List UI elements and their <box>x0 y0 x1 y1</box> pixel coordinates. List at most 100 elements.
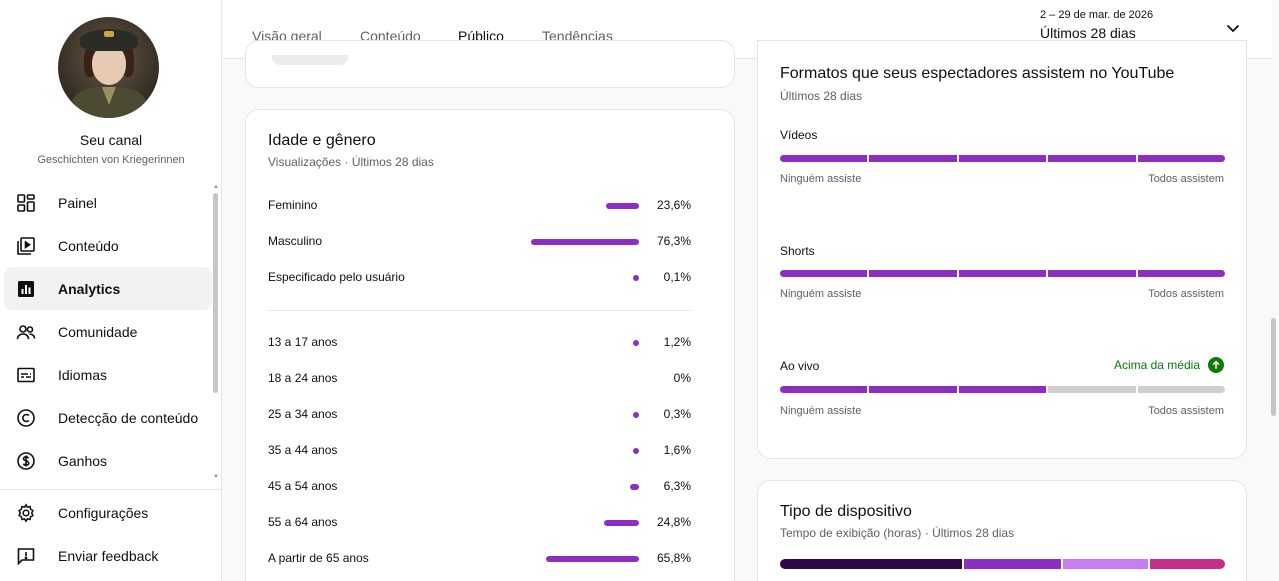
device-bar-segment[interactable] <box>1150 559 1225 569</box>
dollar-icon <box>15 450 37 472</box>
row-percent: 0% <box>673 371 691 385</box>
formats-title: Formatos que seus espectadores assistem … <box>780 65 1175 82</box>
channel-subtitle: Geschichten von Kriegerinnen <box>37 154 185 166</box>
above-average-text: Acima da média <box>1113 358 1200 372</box>
arrow-up-icon <box>1208 357 1224 373</box>
format-label-ao-vivo: Ao vivo <box>780 359 820 373</box>
sidebar-item-analytics[interactable]: Analytics <box>4 267 212 310</box>
row-percent: 1,2% <box>663 335 691 349</box>
device-type-title: Tipo de dispositivo <box>780 503 912 520</box>
row-percent: 6,3% <box>663 479 691 493</box>
format-min-label: Ninguém assiste <box>780 405 862 417</box>
format-bar-segment <box>780 155 868 162</box>
device-type-bar <box>780 559 1225 569</box>
row-bar <box>546 556 639 562</box>
feedback-icon <box>15 545 37 567</box>
sidebar-item-label: Idiomas <box>58 366 108 383</box>
row-label: 35 a 44 anos <box>268 443 338 457</box>
distribution-row: 25 a 34 anos 0,3% <box>268 405 691 425</box>
format-bar-segment <box>958 386 1047 393</box>
distribution-row: 55 a 64 anos 24,8% <box>268 513 691 533</box>
sidebar-item-label: Ganhos <box>58 452 108 469</box>
format-bar-shorts <box>780 270 1226 277</box>
sidebar-item-comunidade[interactable]: Comunidade <box>4 310 212 353</box>
format-bar-segment <box>1137 270 1226 277</box>
row-percent: 65,8% <box>656 551 691 565</box>
sidebar-nav: Painel Conteúdo Analytics Comunidade Idi… <box>4 181 212 482</box>
row-bar <box>531 239 639 245</box>
above-average-badge: Acima da média <box>1114 357 1224 373</box>
page-scrollbar-thumb[interactable] <box>1271 318 1276 416</box>
channel-title: Seu canal <box>79 132 143 148</box>
format-bar-ao-vivo <box>780 386 1226 393</box>
row-label: 55 a 64 anos <box>268 515 338 529</box>
age-gender-card: Idade e gênero Visualizações · Últimos 2… <box>245 109 735 581</box>
device-bar-segment[interactable] <box>964 559 1061 569</box>
device-type-subtitle: Tempo de exibição (horas) · Últimos 28 d… <box>780 526 1015 540</box>
format-max-label: Todos assistem <box>1148 405 1224 417</box>
format-bar-segment <box>869 155 957 162</box>
row-bar <box>633 448 639 454</box>
sidebar-item-label: Detecção de conteúdo <box>58 409 199 426</box>
sidebar-scroll-up-icon[interactable]: ▲ <box>213 184 219 190</box>
content-icon <box>15 235 37 257</box>
chevron-down-icon[interactable] <box>1223 18 1243 38</box>
sidebar-item-conteudo[interactable]: Conteúdo <box>4 224 212 267</box>
format-max-label: Todos assistem <box>1148 173 1224 185</box>
row-percent: 76,3% <box>656 234 691 248</box>
format-max-label: Todos assistem <box>1148 288 1224 300</box>
row-label: 45 a 54 anos <box>268 479 338 493</box>
copyright-icon <box>15 407 37 429</box>
sidebar-item-label: Painel <box>58 194 97 211</box>
format-min-label: Ninguém assiste <box>780 288 862 300</box>
row-bar <box>630 484 639 490</box>
format-bar-segment <box>869 386 957 393</box>
distribution-row: Masculino 76,3% <box>268 232 691 252</box>
sidebar-item-painel[interactable]: Painel <box>4 181 212 224</box>
distribution-row: 13 a 17 anos 1,2% <box>268 333 691 353</box>
device-type-card: Tipo de dispositivo Tempo de exibição (h… <box>757 480 1247 581</box>
date-range-text[interactable]: 2 – 29 de mar. de 2026 <box>1040 9 1154 21</box>
row-label: Especificado pelo usuário <box>268 270 405 284</box>
format-bar-segment <box>1137 386 1226 393</box>
distribution-row: 45 a 54 anos 6,3% <box>268 477 691 497</box>
date-range-label[interactable]: Últimos 28 dias <box>1040 25 1136 41</box>
row-label: Masculino <box>268 234 323 248</box>
age-gender-title: Idade e gênero <box>268 132 376 149</box>
format-bar-segment <box>958 155 1047 162</box>
row-bar <box>606 203 639 209</box>
sidebar-item-label: Configurações <box>58 504 149 521</box>
sidebar-item-deteccao[interactable]: Detecção de conteúdo <box>4 396 212 439</box>
sidebar-item-feedback[interactable]: Enviar feedback <box>4 534 212 577</box>
row-label: 25 a 34 anos <box>268 407 338 421</box>
format-bar-segment <box>1048 386 1136 393</box>
row-bar <box>633 340 639 346</box>
format-bar-segment <box>1137 155 1226 162</box>
channel-avatar[interactable] <box>58 17 159 118</box>
sidebar-scrollbar[interactable] <box>213 193 218 393</box>
formats-subtitle: Últimos 28 dias <box>780 89 863 103</box>
device-bar-segment[interactable] <box>1062 559 1149 569</box>
sidebar-bottom-nav: Configurações Enviar feedback <box>4 491 212 577</box>
age-gender-subtitle: Visualizações · Últimos 28 dias <box>268 155 434 169</box>
subtitles-icon <box>15 364 37 386</box>
device-bar-segment[interactable] <box>780 559 963 569</box>
row-percent: 0,3% <box>663 407 691 421</box>
sidebar-item-idiomas[interactable]: Idiomas <box>4 353 212 396</box>
row-bar <box>633 412 639 418</box>
distribution-row: A partir de 65 anos 65,8% <box>268 549 691 569</box>
sidebar-item-ganhos[interactable]: Ganhos <box>4 439 212 482</box>
format-bar-segment <box>780 386 868 393</box>
distribution-row: 35 a 44 anos 1,6% <box>268 441 691 461</box>
sidebar-item-configuracoes[interactable]: Configurações <box>4 491 212 534</box>
row-bar <box>633 275 639 281</box>
sidebar-scroll-down-icon[interactable]: ▼ <box>213 474 219 480</box>
previous-card-button[interactable] <box>272 55 348 65</box>
dashboard-icon <box>15 192 37 214</box>
distribution-row: Especificado pelo usuário 0,1% <box>268 268 691 288</box>
distribution-row: 18 a 24 anos 0% <box>268 369 691 389</box>
sidebar: Seu canal Geschichten von Kriegerinnen ▲… <box>0 0 222 581</box>
sidebar-item-label: Enviar feedback <box>58 547 159 564</box>
sidebar-item-label: Analytics <box>58 280 121 297</box>
page-scrollbar-track[interactable] <box>1272 0 1279 581</box>
